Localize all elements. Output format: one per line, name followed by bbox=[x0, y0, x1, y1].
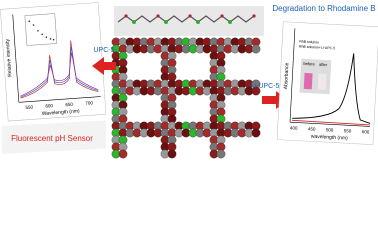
photo-label: before bbox=[303, 61, 315, 67]
right-panel: Absorbance RhB solution RhB solution+Li-… bbox=[276, 21, 378, 145]
structure bbox=[111, 6, 266, 162]
y-label: Absorbance bbox=[283, 62, 290, 89]
arrow-left bbox=[92, 57, 116, 75]
y-label: Relative intensity bbox=[5, 38, 14, 77]
axis bbox=[12, 14, 20, 103]
panel-frame bbox=[0, 2, 107, 122]
graphical-abstract: Relative intensity 550 600 650 700 Wavel… bbox=[0, 2, 378, 162]
caption-bg bbox=[2, 120, 106, 154]
x-tick: 700 bbox=[85, 100, 93, 106]
x-tick: 650 bbox=[65, 102, 73, 108]
molecule-strip bbox=[114, 6, 264, 36]
x-tick: 600 bbox=[45, 103, 53, 109]
arrow-label: UPC-5 bbox=[93, 47, 114, 54]
inset-points bbox=[28, 20, 55, 41]
x-tick: 500 bbox=[326, 127, 334, 132]
left-panel: Relative intensity 550 600 650 700 Wavel… bbox=[0, 2, 107, 122]
atom bbox=[251, 86, 261, 96]
x-tick: 550 bbox=[344, 128, 352, 133]
arrow-label: Li-UPC-5 bbox=[251, 83, 280, 90]
atom bbox=[167, 149, 177, 159]
inset bbox=[24, 13, 58, 46]
axis bbox=[289, 28, 296, 123]
right-title: Degradation to Rhodamine B bbox=[272, 4, 375, 13]
x-tick: 600 bbox=[362, 129, 370, 134]
atom bbox=[251, 44, 261, 54]
spectrum bbox=[292, 119, 370, 126]
atom bbox=[251, 128, 261, 138]
axis bbox=[289, 121, 370, 127]
spectra bbox=[20, 40, 99, 99]
x-tick: 450 bbox=[308, 126, 316, 131]
legend: RhB solution+Li-UPC-5 bbox=[299, 45, 335, 51]
x-tick: 550 bbox=[25, 104, 33, 110]
legend: RhB solution bbox=[299, 40, 319, 45]
spectrum bbox=[292, 53, 371, 124]
x-label: wavelength (nm) bbox=[311, 134, 349, 142]
axis bbox=[18, 96, 101, 103]
x-label: Wavelength (nm) bbox=[42, 108, 81, 117]
photo-label: after bbox=[319, 62, 328, 67]
atom bbox=[118, 149, 128, 159]
atom bbox=[216, 149, 226, 159]
caption: Fluorescent pH Sensor bbox=[11, 134, 93, 143]
x-tick: 400 bbox=[290, 125, 298, 130]
